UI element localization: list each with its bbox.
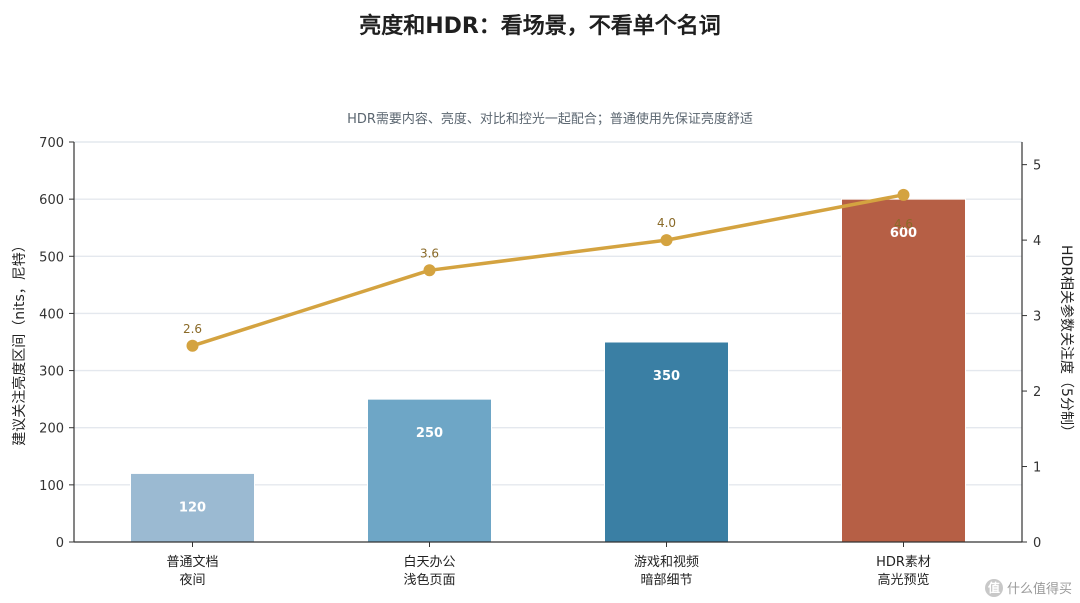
line-point [423, 264, 436, 277]
x-tick-label: 夜间 [179, 573, 205, 588]
bar [130, 472, 255, 543]
line-value-label: 4.6 [894, 217, 913, 231]
y2-tick-label: 4 [1033, 234, 1041, 249]
y-tick-label: 0 [56, 536, 64, 551]
watermark-logo-icon: 值 [984, 578, 1003, 597]
x-tick-label: HDR素材 [876, 555, 931, 570]
x-tick-label: 浅色页面 [403, 572, 455, 588]
y2-tick-label: 0 [1033, 536, 1041, 551]
line-value-label: 3.6 [420, 246, 439, 260]
y-axis-title: 建议关注亮度区间（nits，尼特） [11, 238, 28, 446]
bar-value-label: 250 [416, 426, 443, 441]
x-tick-label: 白天办公 [403, 554, 455, 570]
x-tick-label: 游戏和视频 [634, 555, 699, 570]
line-point [660, 234, 673, 247]
x-tick-label: 暗部细节 [640, 573, 692, 588]
y-tick-label: 700 [39, 136, 64, 151]
y-tick-label: 300 [39, 365, 64, 380]
y-tick-label: 100 [39, 479, 64, 494]
chart-title: 亮度和HDR：看场景，不看单个名词 [359, 14, 721, 39]
line-series [191, 193, 904, 348]
watermark-text: 什么值得买 [1006, 582, 1072, 597]
y2-tick-label: 1 [1033, 461, 1041, 476]
y2-tick-label: 2 [1033, 385, 1041, 400]
line-point [897, 188, 910, 201]
bar [367, 398, 492, 543]
bar-value-label: 600 [890, 226, 917, 241]
y-tick-label: 600 [39, 193, 64, 208]
y2-axis-title: HDR相关参数关注度（5分制） [1058, 245, 1075, 439]
y-tick-label: 500 [39, 250, 64, 265]
chart-subtitle: HDR需要内容、亮度、对比和控光一起配合；普通使用先保证亮度舒适 [347, 112, 753, 127]
y2-tick-label: 3 [1033, 310, 1041, 325]
y2-tick-label: 5 [1033, 159, 1041, 174]
bar [604, 341, 729, 543]
x-tick-label: 高光预览 [877, 572, 929, 588]
line-value-label: 2.6 [183, 322, 202, 336]
watermark: 值 什么值得买 [984, 578, 1072, 597]
y-tick-label: 200 [39, 422, 64, 437]
x-tick-label: 普通文档 [166, 555, 218, 570]
y-tick-label: 400 [39, 307, 64, 322]
line-value-label: 4.0 [657, 216, 676, 230]
bar [841, 198, 966, 543]
bar-value-label: 120 [179, 500, 206, 515]
bar-value-label: 350 [653, 369, 680, 384]
line-point [186, 339, 199, 352]
